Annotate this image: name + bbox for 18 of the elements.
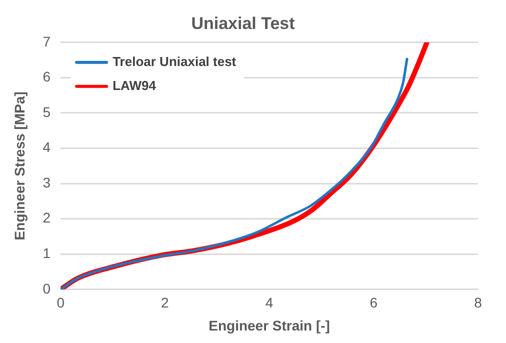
y-tick-label: 3 (42, 174, 51, 190)
x-tick-label: 6 (370, 294, 378, 311)
y-tick-label: 0 (42, 280, 51, 296)
legend-label: Treloar Uniaxial test (112, 54, 237, 69)
y-tick-label: 6 (42, 68, 51, 85)
x-axis-title: Engineer Strain [-] (208, 317, 330, 334)
y-tick-label: 5 (42, 104, 51, 120)
chart-title: Uniaxial Test (191, 14, 296, 33)
x-tick-label: 8 (474, 294, 482, 311)
y-tick-label: 7 (42, 33, 51, 50)
x-tick-label: 0 (56, 294, 65, 311)
legend-label: LAW94 (112, 78, 157, 93)
x-tick-label: 4 (265, 294, 274, 311)
y-tick-label: 2 (42, 210, 51, 226)
y-tick-label: 1 (42, 244, 51, 261)
y-tick-label: 4 (42, 139, 51, 156)
y-axis-title: Engineer Stress [MPa] (11, 92, 28, 240)
x-tick-label: 2 (161, 294, 170, 311)
